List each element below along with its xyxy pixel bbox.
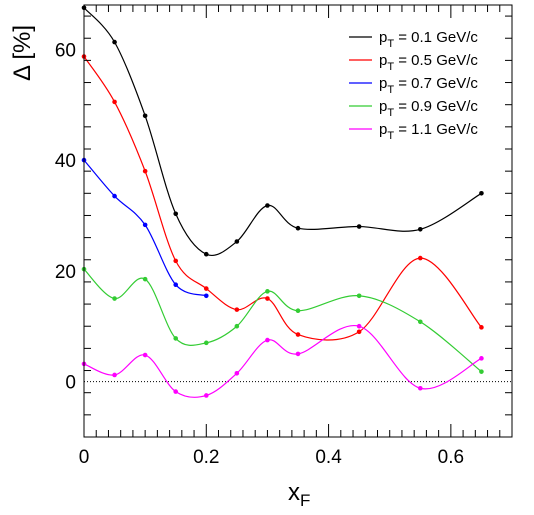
data-point (356, 224, 362, 229)
legend-label: pT = 0.7 GeV/c (379, 75, 478, 96)
series-group (81, 5, 484, 398)
data-point (295, 351, 301, 357)
data-point (173, 211, 179, 217)
x-axis-label-subscript: F (300, 491, 310, 510)
data-point (265, 203, 270, 208)
data-point (265, 289, 270, 294)
data-point (173, 336, 179, 341)
data-point (479, 325, 484, 330)
data-point (112, 296, 117, 301)
y-tick-label: 20 (55, 262, 76, 283)
legend: pT = 0.1 GeV/cpT = 0.5 GeV/cpT = 0.7 GeV… (349, 29, 478, 142)
series-line (83, 324, 482, 398)
data-point (234, 323, 240, 329)
y-axis-label: Δ [%] (9, 25, 36, 81)
data-point (112, 193, 117, 199)
data-point (203, 286, 209, 291)
series-1 (81, 54, 484, 341)
data-point (173, 389, 179, 394)
legend-label: pT = 0.5 GeV/c (379, 52, 478, 73)
x-axis-label-main: x (288, 479, 300, 506)
legend-item: pT = 0.5 GeV/c (349, 52, 478, 73)
data-point (265, 337, 270, 343)
series-2 (81, 157, 209, 299)
y-tick-label: 0 (65, 373, 76, 394)
legend-item: pT = 0.7 GeV/c (349, 75, 478, 96)
data-point (295, 308, 301, 314)
x-tick-label: 0 (79, 447, 90, 468)
series-line (83, 7, 482, 256)
series-4 (81, 323, 484, 398)
data-point (295, 225, 301, 231)
legend-item: pT = 0.9 GeV/c (349, 98, 478, 119)
data-point (417, 255, 423, 261)
tick-labels-group: 0 0.2 0.4 0.6 0 20 40 60 (55, 40, 464, 468)
data-point (234, 371, 240, 376)
data-point (356, 323, 362, 329)
series-0 (81, 5, 484, 257)
data-point (173, 282, 179, 287)
data-point (417, 385, 423, 391)
data-point (142, 113, 148, 119)
data-point (112, 39, 117, 45)
data-point (203, 293, 209, 299)
plot-frame (83, 4, 513, 438)
data-point (356, 329, 362, 335)
data-point (417, 227, 423, 232)
data-point (142, 352, 148, 358)
data-point (479, 191, 484, 196)
data-point (234, 307, 240, 312)
legend-item: pT = 0.1 GeV/c (349, 29, 478, 50)
data-point (356, 293, 362, 299)
axis-ticks-group (83, 5, 513, 438)
data-point (295, 332, 301, 337)
y-tick-label: 60 (55, 40, 76, 61)
data-point (479, 369, 484, 374)
legend-label: pT = 1.1 GeV/c (379, 121, 478, 142)
data-point (142, 276, 148, 282)
y-tick-label: 40 (55, 151, 76, 172)
data-point (479, 356, 484, 361)
data-point (265, 296, 270, 301)
x-tick-label: 0.2 (193, 447, 219, 468)
x-axis-label: xF (288, 479, 310, 510)
legend-item: pT = 1.1 GeV/c (349, 121, 478, 142)
x-tick-label: 0.6 (438, 447, 464, 468)
data-point (203, 393, 209, 398)
data-point (112, 372, 117, 378)
data-point (173, 258, 179, 264)
legend-label: pT = 0.9 GeV/c (379, 98, 478, 119)
data-point (417, 319, 423, 325)
series-3 (81, 266, 484, 374)
data-point (203, 340, 209, 346)
data-point (142, 222, 148, 228)
data-point (234, 239, 240, 244)
legend-label: pT = 0.1 GeV/c (379, 29, 478, 50)
data-point (203, 251, 209, 257)
data-point (142, 168, 148, 174)
series-line (83, 56, 482, 341)
x-tick-label: 0.4 (315, 447, 342, 468)
data-point (112, 99, 117, 105)
